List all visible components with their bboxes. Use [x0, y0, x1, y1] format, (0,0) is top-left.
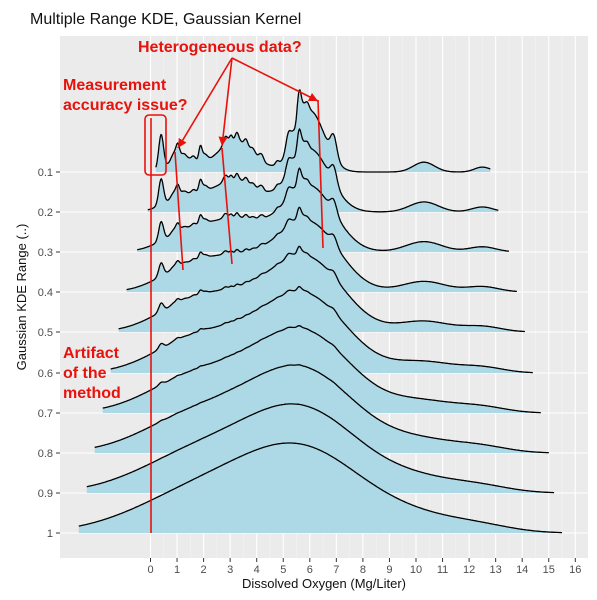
- ridges-group: [78, 89, 563, 534]
- x-axis: 0 1 2 3 4 5 6 7 8 9 10 11 12 13 14 15 16: [147, 558, 581, 576]
- ridge-area-0.7: [102, 325, 541, 413]
- artifact-annotation-line3: method: [63, 385, 121, 402]
- arrow-to-ridge-2-head: [218, 136, 228, 146]
- ridge-line-0.1: [155, 89, 491, 173]
- x-tick-label: 0: [147, 564, 153, 576]
- y-tick-label: 0.9: [38, 488, 53, 500]
- y-tick-label: 1: [47, 528, 53, 540]
- artifact-annotation-line1: Artifact: [63, 345, 120, 362]
- x-tick-label: 4: [254, 564, 260, 576]
- measurement-box: [144, 114, 167, 176]
- ridge-area-0.9: [86, 403, 555, 493]
- artifact-annotation-line2: of the: [63, 365, 107, 382]
- x-tick-label: 8: [360, 564, 366, 576]
- y-tick-label: 0.5: [38, 327, 53, 339]
- x-tick-label: 10: [410, 564, 422, 576]
- x-tick-label: 6: [307, 564, 313, 576]
- x-axis-title: Dissolved Oxygen (Mg/Liter): [242, 576, 406, 591]
- y-tick-label: 0.3: [38, 247, 53, 259]
- trend-line-1: [174, 151, 184, 271]
- chart-title: Multiple Range KDE, Gaussian Kernel: [30, 11, 301, 28]
- x-tick-label: 5: [280, 564, 286, 576]
- y-tick-label: 0.8: [38, 448, 53, 460]
- ridge-line-0.3: [137, 167, 509, 252]
- x-tick-label: 16: [569, 564, 581, 576]
- heterogeneous-annotation: Heterogeneous data?: [138, 39, 302, 56]
- trend-line-3: [317, 99, 324, 249]
- ridge-line-0.8: [94, 364, 549, 454]
- x-tick-label: 15: [543, 564, 555, 576]
- x-tick-label: 9: [386, 564, 392, 576]
- arrow-to-ridge-3-head: [307, 92, 318, 101]
- measurement-annotation-line2: accuracy issue?: [63, 97, 188, 114]
- ridge-area-0.1: [155, 90, 491, 172]
- ridge-area-0.3: [137, 168, 509, 252]
- y-tick-label: 0.7: [38, 408, 53, 420]
- y-axis-title: Gaussian KDE Range (..): [14, 224, 29, 371]
- x-tick-label: 1: [174, 564, 180, 576]
- x-tick-label: 3: [227, 564, 233, 576]
- ridge-line-1: [78, 442, 562, 534]
- arrow-to-ridge-2: [221, 57, 233, 147]
- trend-line-2: [221, 147, 233, 265]
- ridge-line-0.5: [118, 245, 525, 333]
- ridge-area-1: [78, 443, 563, 533]
- x-tick-label: 13: [490, 564, 502, 576]
- x-tick-label: 2: [201, 564, 207, 576]
- arrow-to-ridge-1-head: [178, 137, 187, 148]
- ridge-area-0.5: [118, 246, 525, 332]
- y-tick-label: 0.2: [38, 207, 53, 219]
- arrow-to-ridge-1: [177, 57, 233, 149]
- ridge-line-0.2: [147, 127, 499, 213]
- ridge-line-0.6: [110, 285, 533, 374]
- x-tick-label: 12: [463, 564, 475, 576]
- x-tick-label: 11: [437, 564, 448, 576]
- ridge-line-0.9: [86, 403, 555, 494]
- x-tick-label: 14: [516, 564, 528, 576]
- ridge-area-0.2: [147, 129, 499, 212]
- ridge-line-0.7: [102, 325, 541, 414]
- measurement-annotation-line1: Measurement: [63, 77, 167, 94]
- ridge-area-0.6: [110, 286, 533, 373]
- y-tick-label: 0.1: [38, 167, 53, 179]
- y-axis: 1 0.9 0.8 0.7 0.6 0.5 0.4 0.3 0.2 0.1: [38, 167, 60, 540]
- ridge-area-0.8: [94, 364, 549, 453]
- annotations-group: [144, 57, 324, 533]
- ridge-area-0.4: [126, 207, 517, 292]
- y-tick-label: 0.6: [38, 368, 53, 380]
- y-tick-label: 0.4: [38, 287, 53, 299]
- arrow-to-ridge-3: [231, 57, 319, 102]
- x-tick-label: 7: [333, 564, 339, 576]
